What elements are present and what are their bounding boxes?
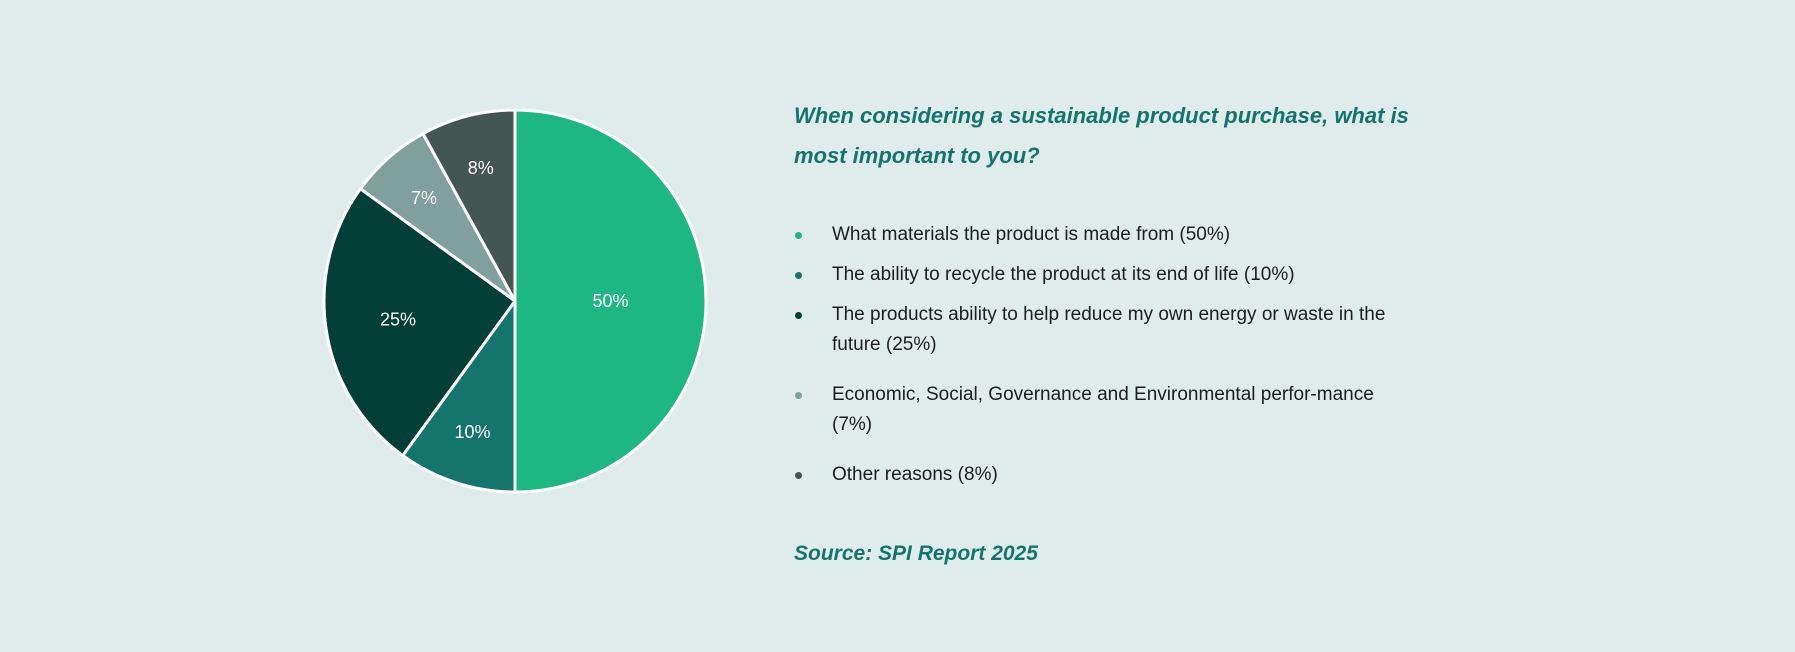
legend-label: What materials the product is made from … [832, 224, 1231, 245]
legend-item: Other reasons (8%) [794, 460, 1414, 490]
bullet-icon [795, 472, 802, 479]
legend-label: Economic, Social, Governance and Environ… [832, 384, 1374, 435]
legend-item: The ability to recycle the product at it… [794, 260, 1414, 290]
data-label: 7% [411, 188, 437, 208]
legend-item: The products ability to help reduce my o… [794, 300, 1414, 360]
pie-slice [322, 187, 517, 458]
pie-slice [513, 108, 708, 494]
data-label: 50% [592, 291, 628, 311]
legend-label: Other reasons (8%) [832, 464, 998, 485]
legend-label: The products ability to help reduce my o… [832, 304, 1386, 355]
data-label: 10% [454, 422, 490, 442]
legend-label: The ability to recycle the product at it… [832, 264, 1295, 285]
source-note: Source: SPI Report 2025 [794, 542, 1038, 565]
bullet-icon [795, 392, 802, 399]
chart-title: When considering a sustainable product p… [794, 103, 1409, 168]
bullet-icon [795, 272, 802, 279]
data-label: 25% [380, 310, 416, 330]
legend: What materials the product is made from … [794, 220, 1414, 500]
pie-slice [401, 299, 517, 494]
bullet-icon [795, 232, 802, 239]
pie-slice [421, 108, 517, 303]
data-label: 8% [468, 158, 494, 178]
legend-item: What materials the product is made from … [794, 220, 1414, 250]
bullet-icon [795, 312, 802, 319]
legend-item: Economic, Social, Governance and Environ… [794, 380, 1414, 440]
